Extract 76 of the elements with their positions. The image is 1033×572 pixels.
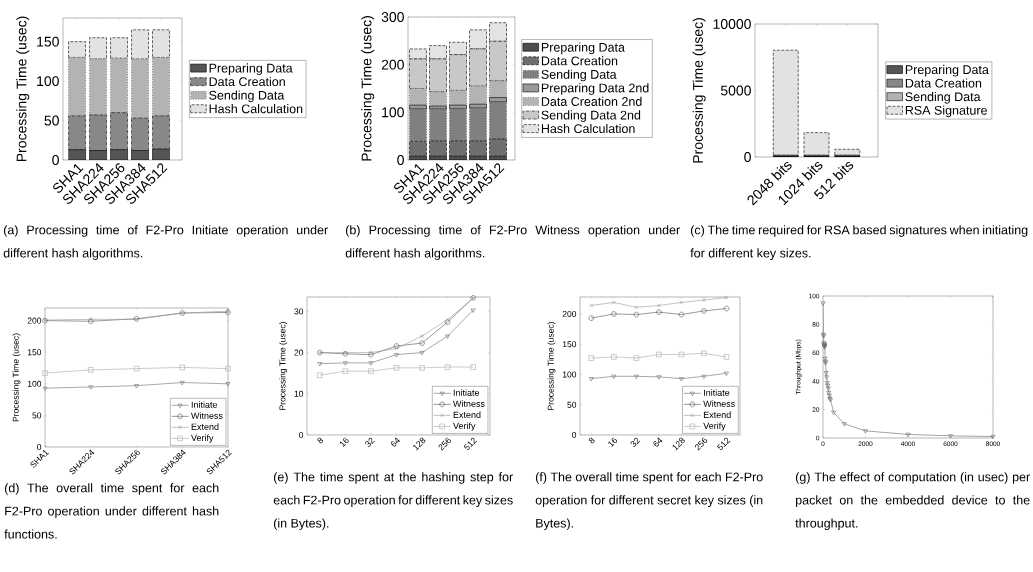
y-axis-title: Processing Time (usec)	[12, 333, 21, 422]
y-tick-label: 150	[37, 36, 59, 47]
y-tick-label: 10	[294, 390, 304, 397]
y-axis-title: Processing Time (usec)	[692, 18, 706, 163]
y-tick-label: 200	[381, 59, 404, 70]
x-tick-label: 64	[653, 437, 663, 447]
y-tick-label: 0	[299, 431, 304, 438]
legend-label: Hash Calculation	[541, 123, 635, 134]
x-tick-label: 32	[365, 437, 375, 447]
y-axis-title: Processing Time (usec)	[547, 322, 556, 410]
legend-label: Data Creation	[905, 78, 982, 88]
legend-label: Extend	[191, 423, 219, 430]
y-tick-label: 150	[562, 341, 577, 348]
x-tick-label: 128	[672, 437, 685, 451]
y-tick-label: 100	[37, 76, 59, 87]
y-tick-label: 50	[567, 401, 577, 408]
legend-label: Witness	[191, 412, 223, 419]
x-tick-label: 512	[463, 437, 478, 451]
legend-label: Preparing Data 2nd	[541, 83, 649, 95]
y-axis-title: Processing Time (usec)	[16, 16, 30, 162]
legend-label: Data Creation	[541, 56, 618, 66]
legend-label: Sending Data	[209, 90, 285, 103]
legend-label: Initiate	[453, 389, 480, 396]
y-tick-label: 0	[572, 431, 577, 438]
y-tick-label: 100	[27, 380, 42, 387]
y-tick-label: 50	[44, 115, 59, 126]
x-tick-label: 64	[391, 437, 400, 447]
legend-label: Preparing Data	[905, 64, 989, 77]
y-tick-label: 30	[294, 308, 304, 315]
y-tick-label: 150	[27, 349, 42, 356]
legend-label: Hash Calculation	[209, 104, 303, 114]
text: (g) The effect of computation (in usec) per packet on the embedded device to the throughput.	[795, 472, 1030, 531]
y-tick-label: 5000	[720, 85, 751, 96]
legend-label: Verify	[453, 422, 476, 431]
legend-label: Sending Data	[905, 91, 981, 104]
legend-label: RSA Signature	[905, 105, 987, 118]
x-tick-label: 16	[339, 437, 349, 448]
y-tick-label: 200	[562, 310, 577, 317]
legend-label: Initiate	[191, 401, 218, 408]
legend-label: Sending Data	[541, 69, 617, 82]
legend-label: Verify	[191, 434, 214, 443]
y-tick-label: 300	[381, 12, 404, 22]
text: (b) Processing time of F2-Pro Witness operation under different hash algorithms.	[345, 225, 680, 260]
x-tick-label: 8	[317, 437, 324, 444]
y-tick-label: 100	[562, 371, 577, 378]
y-axis-title: Processing Time (usec)	[361, 16, 375, 161]
legend-label: Data Creation	[209, 76, 285, 87]
x-tick-label: 512	[717, 437, 731, 451]
x-tick-label: 16	[608, 437, 618, 448]
x-tick-label: 8	[588, 437, 595, 444]
legend-label: Witness	[453, 400, 485, 407]
legend-label: Sending Data 2nd	[541, 110, 641, 122]
text: (d) The overall time spent for each F2-Pro operation under different hash functions.	[4, 483, 219, 539]
x-tick-label: 128	[413, 437, 426, 451]
text: (c) The time required for RSA based signatures when initiating for different key sizes.	[690, 225, 1028, 260]
y-axis-title: Processing Time (usec)	[279, 322, 288, 410]
legend-label: Extend	[453, 411, 481, 418]
legend-label: Initiate	[704, 389, 730, 396]
legend-label: Preparing Data	[209, 63, 293, 76]
legend-label: Data Creation 2nd	[541, 96, 642, 106]
legend-label: Extend	[703, 411, 731, 418]
y-tick-label: 0	[744, 152, 751, 162]
y-tick-label: 200	[27, 317, 42, 324]
y-tick-label: 20	[294, 349, 304, 356]
text: (f) The overall time spent for each F2-Pro operation for different secret key sizes (in Bytes).	[535, 472, 763, 531]
y-tick-label: 50	[32, 412, 42, 419]
x-tick-label: 256	[694, 437, 708, 451]
legend-label: Preparing Data	[541, 42, 625, 55]
y-tick-label: 100	[382, 107, 404, 118]
y-tick-label: 10000	[713, 19, 751, 29]
legend-label: Verify	[703, 422, 726, 431]
x-tick-label: 256	[438, 437, 451, 451]
legend-label: Witness	[703, 400, 735, 407]
x-tick-label: 32	[630, 437, 641, 447]
text: (e) The time spent at the hashing step for each F2-Pro operation for different key sizes (in Bytes).	[273, 472, 513, 531]
text: (a) Processing time of F2-Pro Initiate operation under different hash algorithms.	[3, 225, 328, 260]
